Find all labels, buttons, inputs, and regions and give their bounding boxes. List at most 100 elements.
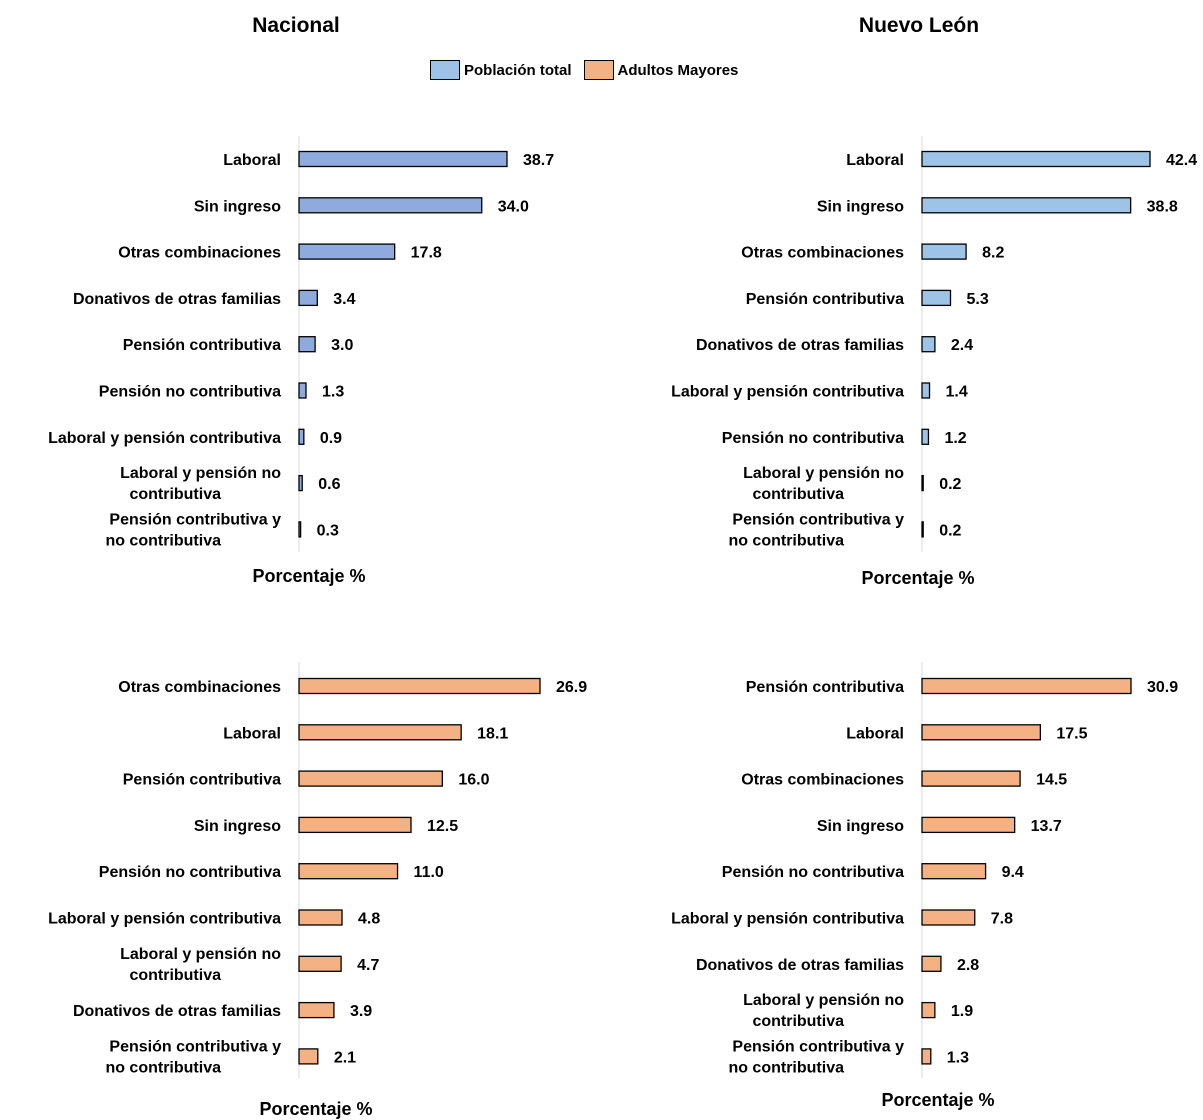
panel1-value-label-1: 38.8 xyxy=(1147,198,1178,215)
panel2-value-label-5: 4.8 xyxy=(358,911,380,928)
panel1-category-label-1: Sin ingreso xyxy=(817,198,904,215)
panel1-bar-2 xyxy=(921,243,967,260)
panel1-category-label-3: Pensión contributiva xyxy=(746,291,904,308)
panel2-bar-2 xyxy=(298,770,443,787)
panel3-category-label-3: Sin ingreso xyxy=(817,818,904,835)
panel1-bar-7 xyxy=(921,474,924,492)
panel2-category-label-5: Laboral y pensión contributiva xyxy=(48,911,281,928)
panel2-bar-4 xyxy=(298,863,399,880)
panel0-category-label-8: Pensión contributiva y no contributiva xyxy=(105,511,281,549)
panel1-bar-3 xyxy=(921,289,952,307)
panel1-value-label-6: 1.2 xyxy=(944,430,966,447)
panel2-value-label-8: 2.1 xyxy=(334,1049,356,1066)
panel2-value-label-0: 26.9 xyxy=(556,679,587,696)
panel2-category-label-4: Pensión no contributiva xyxy=(99,864,281,881)
panel3-category-label-1: Laboral xyxy=(846,725,904,742)
panel2-bar-1 xyxy=(298,724,462,741)
panel3-value-label-7: 1.9 xyxy=(951,1003,973,1020)
panel3-value-label-8: 1.3 xyxy=(947,1049,969,1066)
panel1-category-label-6: Pensión no contributiva xyxy=(722,430,904,447)
panel2-x-axis-label: Porcentaje % xyxy=(259,1099,372,1119)
legend-swatch-adultos-mayores xyxy=(583,60,614,80)
panel0-category-label-2: Otras combinaciones xyxy=(118,245,281,262)
panel1-value-label-3: 5.3 xyxy=(967,291,989,308)
panel1-bar-6 xyxy=(921,428,930,445)
panel0-value-label-7: 0.6 xyxy=(318,476,340,493)
panel1-bar-5 xyxy=(921,382,931,399)
panel2-value-label-7: 3.9 xyxy=(350,1003,372,1020)
panel1-category-label-2: Otras combinaciones xyxy=(741,245,904,262)
panel1-category-label-8: Pensión contributiva y no contributiva xyxy=(728,511,904,549)
panel0-category-label-1: Sin ingreso xyxy=(194,198,281,215)
nuevo-leon-column-title: Nuevo León xyxy=(858,14,980,37)
panel2-bar-7 xyxy=(298,1001,335,1019)
panel3-bar-0 xyxy=(921,677,1132,695)
panel3-value-label-3: 13.7 xyxy=(1031,818,1062,835)
panel3-bar-7 xyxy=(921,1001,936,1019)
panel0-x-axis-label: Porcentaje % xyxy=(252,566,365,586)
panel2-bar-8 xyxy=(298,1048,319,1065)
panel3-x-axis-label: Porcentaje % xyxy=(881,1090,994,1110)
panel2-value-label-4: 11.0 xyxy=(414,864,444,881)
panel3-category-label-4: Pensión no contributiva xyxy=(722,864,904,881)
panel2-category-label-2: Pensión contributiva xyxy=(123,772,281,789)
panel3-value-label-4: 9.4 xyxy=(1002,864,1024,881)
panel3-category-label-7: Laboral y pensión no contributiva xyxy=(743,992,904,1030)
panel1-category-label-0: Laboral xyxy=(846,152,904,169)
panel3-category-label-2: Otras combinaciones xyxy=(741,772,904,789)
panel3-bar-1 xyxy=(921,724,1042,741)
panel3-bar-6 xyxy=(921,955,942,972)
panel0-value-label-5: 1.3 xyxy=(322,384,344,401)
panel1-bar-0 xyxy=(921,150,1151,168)
panel2-category-label-0: Otras combinaciones xyxy=(118,679,281,696)
panel2-category-label-7: Donativos de otras familias xyxy=(73,1003,281,1020)
panel1-value-label-4: 2.4 xyxy=(951,337,973,354)
panel2-category-label-8: Pensión contributiva y no contributiva xyxy=(105,1038,281,1076)
panel3-category-label-8: Pensión contributiva y no contributiva xyxy=(728,1038,904,1076)
panel2-bar-5 xyxy=(298,909,343,926)
panel2-value-label-6: 4.7 xyxy=(357,957,379,974)
panel0-bar-2 xyxy=(298,243,396,260)
legend: Población total Adultos Mayores xyxy=(430,60,750,80)
panel1-category-label-5: Laboral y pensión contributiva xyxy=(671,384,904,401)
panel0-bar-7 xyxy=(298,474,303,492)
national-column-title: Nacional xyxy=(252,14,340,37)
panel3-bar-2 xyxy=(921,770,1021,787)
panel1-value-label-2: 8.2 xyxy=(982,245,1004,262)
legend-swatch-poblacion-total xyxy=(430,60,460,80)
panel0-value-label-6: 0.9 xyxy=(320,430,342,447)
legend-label-poblacion-total: Población total xyxy=(464,61,572,79)
panel2-category-label-1: Laboral xyxy=(223,725,281,742)
panel3-value-label-1: 17.5 xyxy=(1056,725,1087,742)
panel0-bar-3 xyxy=(298,289,318,307)
panel0-value-label-3: 3.4 xyxy=(333,291,355,308)
panel0-category-label-3: Donativos de otras familias xyxy=(73,291,281,308)
panel0-bar-5 xyxy=(298,382,307,399)
panel2-category-label-3: Sin ingreso xyxy=(194,818,281,835)
panel0-bar-0 xyxy=(298,150,508,168)
panel1-category-label-4: Donativos de otras familias xyxy=(696,337,904,354)
panel3-bar-4 xyxy=(921,863,987,880)
panel1-bar-4 xyxy=(921,336,936,353)
panel2-category-label-6: Laboral y pensión no contributiva xyxy=(120,946,281,984)
panel3-value-label-5: 7.8 xyxy=(991,911,1013,928)
panel0-category-label-5: Pensión no contributiva xyxy=(99,384,281,401)
panel2-value-label-1: 18.1 xyxy=(477,725,508,742)
legend-label-adultos-mayores: Adultos Mayores xyxy=(617,61,739,79)
panel0-category-label-0: Laboral xyxy=(223,152,281,169)
panel3-value-label-6: 2.8 xyxy=(957,957,979,974)
panel0-category-label-4: Pensión contributiva xyxy=(123,337,281,354)
panel3-value-label-2: 14.5 xyxy=(1036,772,1067,789)
panel1-value-label-0: 42.4 xyxy=(1166,152,1197,169)
panel2-value-label-3: 12.5 xyxy=(427,818,458,835)
panel0-value-label-8: 0.3 xyxy=(317,522,339,539)
panel0-bar-4 xyxy=(298,336,316,353)
panel0-bar-8 xyxy=(298,521,302,538)
panel3-bar-8 xyxy=(921,1048,932,1065)
panel1-category-label-7: Laboral y pensión no contributiva xyxy=(743,465,904,503)
panel1-bar-1 xyxy=(921,197,1132,214)
panel0-bar-6 xyxy=(298,428,305,445)
panel1-value-label-5: 1.4 xyxy=(946,384,968,401)
panel1-x-axis-label: Porcentaje % xyxy=(861,568,974,588)
